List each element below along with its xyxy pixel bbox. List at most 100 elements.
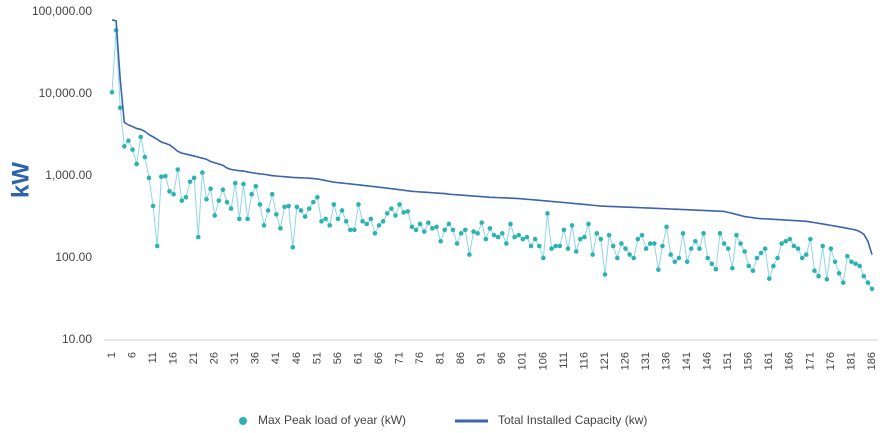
marker bbox=[220, 187, 226, 193]
x-tick-label: 161 bbox=[763, 352, 775, 370]
marker bbox=[278, 226, 283, 231]
marker bbox=[812, 268, 817, 274]
x-tick-label: 111 bbox=[558, 352, 570, 369]
marker bbox=[541, 255, 546, 261]
x-tick-label: 41 bbox=[270, 352, 282, 364]
marker bbox=[352, 227, 357, 233]
x-tick-label: 11 bbox=[147, 352, 159, 363]
marker bbox=[450, 227, 456, 233]
marker bbox=[840, 280, 846, 285]
marker bbox=[360, 219, 365, 224]
marker bbox=[315, 194, 320, 200]
marker bbox=[725, 246, 731, 251]
marker bbox=[187, 179, 193, 185]
x-tick-label: 101 bbox=[517, 352, 529, 370]
marker bbox=[426, 220, 431, 225]
marker bbox=[216, 198, 222, 203]
marker bbox=[853, 261, 858, 267]
marker bbox=[208, 186, 213, 192]
marker bbox=[200, 170, 205, 175]
marker bbox=[306, 206, 312, 211]
x-tick-label: 36 bbox=[250, 352, 262, 364]
marker bbox=[294, 204, 300, 210]
marker bbox=[688, 246, 694, 251]
marker bbox=[721, 241, 727, 246]
marker bbox=[528, 243, 534, 249]
marker bbox=[347, 227, 353, 233]
marker bbox=[754, 255, 760, 261]
marker bbox=[536, 243, 542, 249]
marker bbox=[487, 226, 493, 231]
x-tick-label: 106 bbox=[537, 352, 549, 370]
marker bbox=[183, 194, 189, 200]
marker bbox=[331, 202, 337, 207]
marker bbox=[339, 208, 345, 213]
x-tick-label: 86 bbox=[455, 352, 467, 364]
x-tick-label: 116 bbox=[578, 352, 590, 370]
x-tick-label: 181 bbox=[845, 352, 857, 370]
marker bbox=[516, 232, 522, 238]
marker bbox=[631, 255, 637, 261]
x-tick-label: 176 bbox=[825, 352, 837, 370]
x-tick-label: 141 bbox=[681, 352, 693, 370]
x-tick-label: 151 bbox=[722, 352, 734, 370]
x-tick-label: 136 bbox=[661, 352, 673, 370]
marker bbox=[705, 255, 710, 261]
y-tick-label: 1,000.00 bbox=[45, 168, 92, 182]
marker bbox=[261, 223, 267, 228]
marker bbox=[245, 216, 250, 222]
marker bbox=[808, 236, 813, 242]
marker bbox=[122, 144, 127, 149]
marker bbox=[520, 236, 526, 242]
marker bbox=[771, 263, 776, 269]
x-tick-label: 51 bbox=[311, 352, 323, 364]
marker bbox=[319, 219, 324, 224]
x-tick-label: 166 bbox=[784, 352, 796, 370]
marker bbox=[409, 224, 415, 230]
marker bbox=[578, 236, 583, 242]
x-tick-label: 81 bbox=[435, 352, 447, 364]
marker bbox=[766, 276, 772, 281]
marker bbox=[467, 252, 472, 257]
marker bbox=[134, 161, 139, 167]
marker bbox=[836, 271, 842, 276]
marker bbox=[545, 211, 550, 216]
marker bbox=[602, 272, 608, 277]
marker bbox=[142, 154, 148, 160]
x-tick-label: 126 bbox=[619, 352, 631, 370]
marker bbox=[553, 243, 558, 249]
marker bbox=[832, 259, 838, 265]
marker bbox=[442, 227, 448, 233]
x-tick-label: 71 bbox=[393, 352, 405, 364]
marker bbox=[146, 175, 152, 181]
marker bbox=[672, 259, 678, 265]
x-tick-label: 171 bbox=[804, 352, 816, 370]
marker bbox=[499, 231, 505, 236]
marker bbox=[869, 286, 875, 292]
marker bbox=[376, 223, 382, 228]
y-axis-label: kW bbox=[7, 162, 34, 198]
marker bbox=[713, 266, 719, 272]
marker bbox=[569, 223, 575, 228]
marker bbox=[171, 191, 176, 197]
x-tick-label: 61 bbox=[352, 352, 364, 364]
marker bbox=[565, 246, 571, 251]
marker bbox=[179, 198, 185, 203]
marker bbox=[384, 211, 390, 216]
y-tick-label: 10.00 bbox=[62, 332, 92, 346]
marker bbox=[117, 105, 123, 111]
marker bbox=[380, 219, 386, 224]
marker bbox=[191, 175, 197, 181]
x-tick-label: 186 bbox=[866, 352, 878, 370]
marker bbox=[175, 167, 181, 172]
marker bbox=[709, 261, 715, 267]
marker bbox=[627, 252, 632, 257]
x-tick-label: 156 bbox=[743, 352, 755, 370]
x-tick-label: 21 bbox=[188, 352, 200, 364]
marker bbox=[684, 259, 690, 265]
marker bbox=[676, 255, 682, 261]
marker bbox=[594, 231, 600, 236]
marker bbox=[286, 203, 291, 209]
y-tick-label: 100.00 bbox=[55, 250, 92, 264]
